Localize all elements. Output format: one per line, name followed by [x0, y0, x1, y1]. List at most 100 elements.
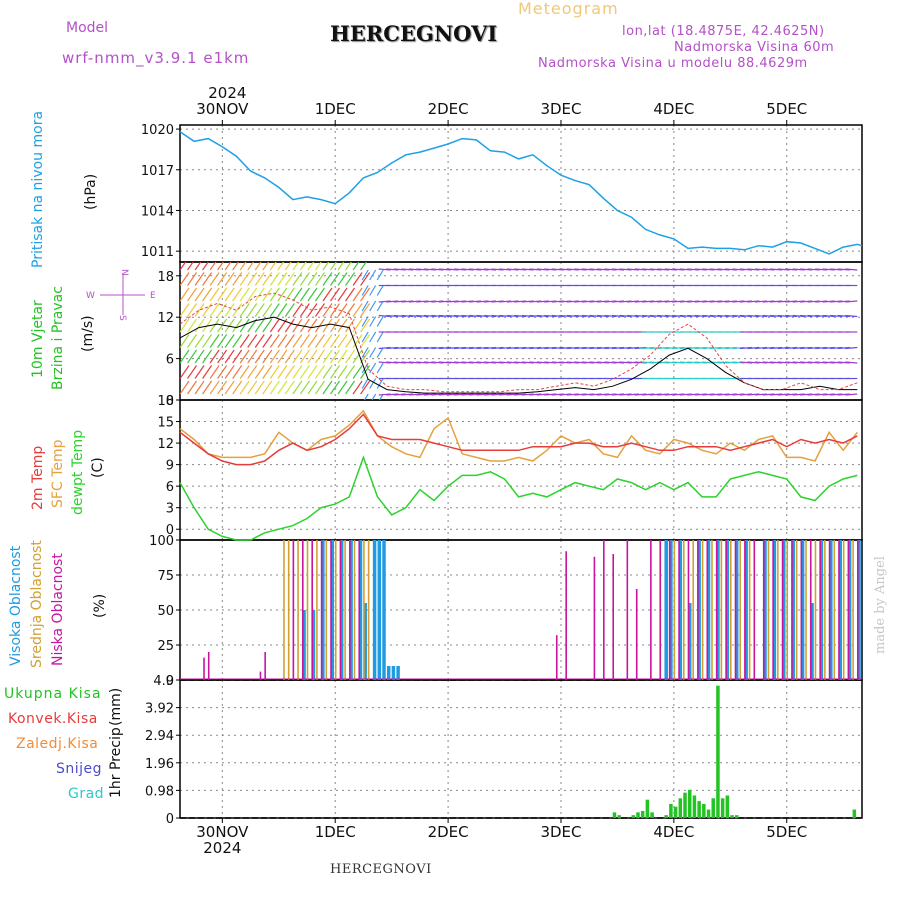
wind-arrow [604, 314, 617, 318]
wind-arrow [262, 349, 273, 364]
wind-arrow [604, 393, 617, 396]
high-cloud-bar [321, 540, 325, 680]
wind-arrow [202, 272, 213, 286]
wind-arrow [337, 287, 348, 302]
wind-arrow [769, 314, 783, 318]
high-cloud-bar [791, 540, 795, 680]
wind-arrow [815, 393, 828, 396]
wind-arrow [642, 268, 655, 271]
wind-arrow [284, 303, 295, 317]
wind-arrow [209, 380, 220, 395]
wind-arrow [679, 314, 692, 318]
wind-arrow [423, 361, 436, 364]
wind-arrow [491, 346, 504, 350]
wind-arrow [702, 346, 715, 350]
wind-arrow [438, 393, 451, 396]
wind-arrow [277, 303, 288, 317]
wind-arrow [307, 365, 318, 379]
wind-arrow [581, 361, 594, 364]
wind-arrow [299, 349, 310, 364]
wind-arrow [559, 268, 572, 271]
wind-arrow [574, 346, 587, 350]
wind-arrow [649, 268, 662, 271]
wind-arrow [217, 318, 228, 333]
wind-arrow [845, 268, 858, 271]
wind-arrow [408, 300, 421, 303]
wind-arrow [330, 334, 341, 348]
wind-arrow [581, 314, 594, 318]
wind-arrow [194, 334, 205, 348]
wind-arrow [345, 287, 356, 302]
top-day-label: 30NOV [196, 100, 249, 118]
wind-arrow [378, 393, 391, 396]
wind-arrow [322, 380, 333, 395]
high-cloud-bar [311, 610, 316, 680]
wind-arrow [491, 300, 504, 303]
wind-arrow [574, 300, 587, 303]
wind-arrow [361, 269, 369, 281]
wind-arrow [709, 314, 722, 318]
wind-arrow [292, 334, 303, 348]
wind-arrow [376, 285, 384, 296]
precip-bar [617, 815, 621, 818]
wind-arrow [694, 300, 707, 303]
wind-arrow [837, 314, 850, 318]
wind-arrow [521, 300, 534, 303]
y-tick-label: 0 [166, 523, 174, 538]
wind-arrow [642, 300, 655, 303]
wind-arrow [544, 268, 557, 271]
wind-arrow [536, 393, 549, 396]
wind-arrow [702, 300, 715, 303]
wind-arrow [694, 361, 707, 364]
bottom-day-label: 3DEC [540, 823, 581, 841]
wind-arrow [416, 268, 429, 271]
wind-gust-line [179, 292, 858, 393]
wind-arrow [322, 334, 333, 348]
wind-arrow [642, 361, 655, 364]
wind-arrow [611, 268, 625, 271]
wind-arrow [224, 380, 235, 395]
wind-arrow [345, 318, 356, 333]
wind-arrow [299, 272, 310, 286]
wind-arrow [709, 346, 722, 350]
wind-arrow [627, 314, 640, 318]
wind-arrow [254, 365, 265, 379]
wind-arrow [232, 318, 243, 333]
wind-arrow [369, 331, 377, 343]
wind-arrow [224, 365, 235, 379]
wind-arrow [307, 303, 318, 317]
wind-arrow [254, 287, 265, 302]
wind-arrow [202, 365, 213, 379]
wind-arrow [187, 287, 198, 302]
wind-arrow [694, 268, 707, 271]
wind-arrow [830, 314, 843, 318]
wind-arrow [484, 346, 497, 350]
wind-arrow [292, 262, 300, 271]
wind-arrow [529, 346, 542, 350]
wind-arrow [596, 346, 610, 350]
wind-arrow [180, 349, 190, 364]
wind-arrow [815, 300, 828, 303]
wind-arrow [202, 262, 209, 271]
wind-arrow [566, 361, 579, 364]
wind-arrow [529, 314, 542, 318]
wind-arrow [739, 300, 752, 303]
high-cloud-bar [382, 540, 386, 680]
wind-arrow [491, 393, 504, 396]
wind-arrow [269, 334, 280, 348]
wind-arrow [386, 300, 399, 303]
wind-arrow [217, 262, 224, 271]
footer-station: HERCEGNOVI [330, 862, 432, 877]
wind-arrow [807, 361, 820, 364]
wind-arrow [352, 365, 363, 379]
wind-arrow [754, 361, 768, 364]
wind-arrow [330, 380, 341, 395]
wind-arrow [446, 393, 459, 396]
wind-arrow [292, 318, 303, 333]
high-cloud-bar [810, 603, 814, 680]
y-tick-label: 100 [149, 534, 174, 549]
wind-arrow [180, 287, 190, 302]
wind-arrow [792, 361, 805, 364]
high-cloud-bar [669, 540, 673, 680]
wind-arrow [337, 262, 345, 271]
